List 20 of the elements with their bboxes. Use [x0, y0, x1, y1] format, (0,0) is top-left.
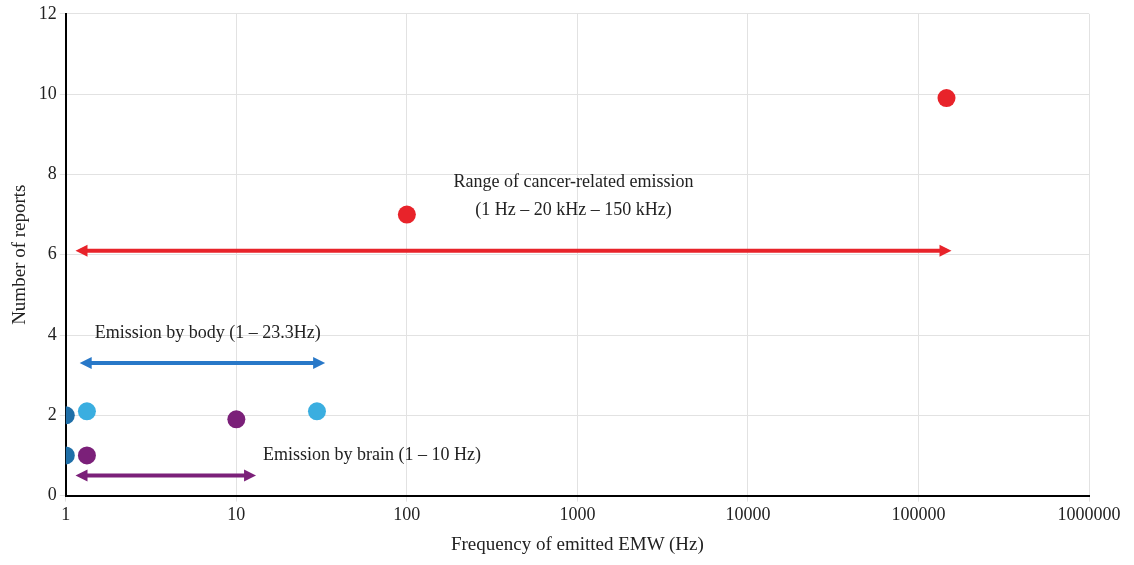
- x-tick-label: 1000: [559, 504, 596, 525]
- y-tick-label: 6: [47, 243, 57, 264]
- y-tick-label: 0: [47, 484, 57, 505]
- annotation: Emission by brain (1 – 10 Hz): [263, 444, 482, 466]
- y-tick-label: 2: [47, 404, 57, 425]
- x-tick-label: 10: [227, 504, 246, 525]
- x-tick-label: 100: [393, 504, 421, 525]
- annotation: (1 Hz – 20 kHz – 150 kHz): [475, 199, 672, 221]
- y-tick-label: 4: [47, 323, 57, 344]
- x-tick-label: 10000: [725, 504, 771, 525]
- annotation: Emission by body (1 – 23.3Hz): [94, 321, 321, 343]
- x-axis-title: Frequency of emitted EMW (Hz): [450, 532, 704, 555]
- annotation: Range of cancer-related emission: [453, 171, 694, 192]
- y-tick-label: 8: [47, 163, 57, 184]
- y-tick-label: 10: [38, 82, 57, 103]
- y-axis-title: Number of reports: [8, 184, 30, 325]
- y-tick-label: 12: [38, 2, 57, 23]
- x-tick-label: 1000000: [1057, 504, 1121, 525]
- x-tick-label: 1: [61, 504, 71, 525]
- x-tick-label: 100000: [891, 504, 946, 525]
